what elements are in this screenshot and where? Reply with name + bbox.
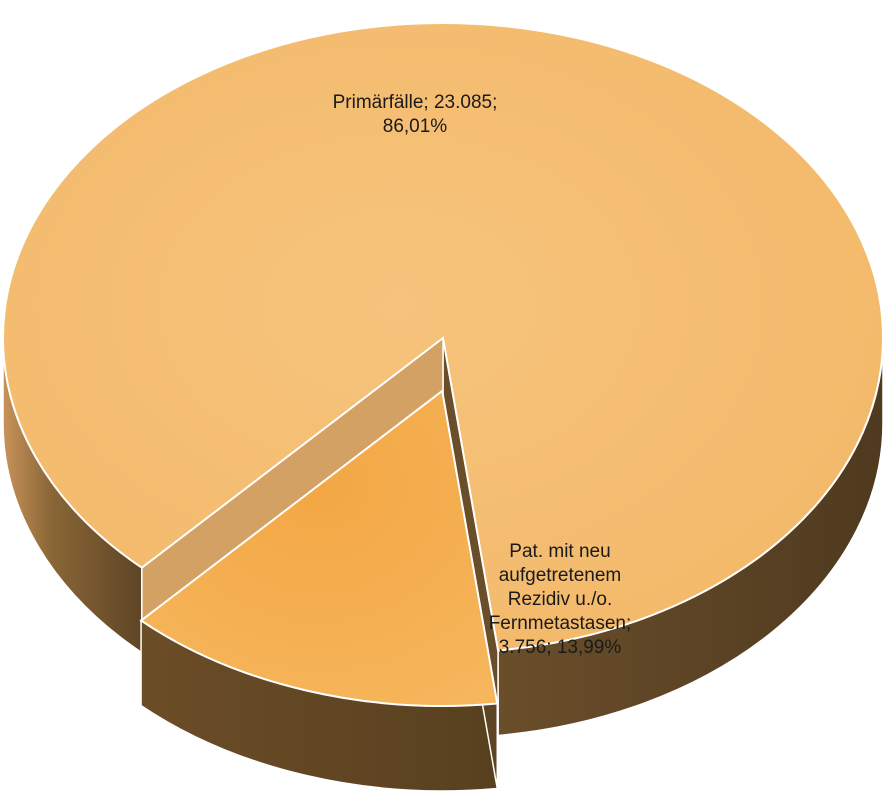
data-label-rezidiv: Pat. mit neu aufgetretenem Rezidiv u./o.… [488,541,632,658]
data-label-primarfalle: Primärfälle; 23.085; 86,01% [332,92,498,137]
slice-rezidiv [139,389,499,707]
slice-primarfalle [2,22,884,652]
